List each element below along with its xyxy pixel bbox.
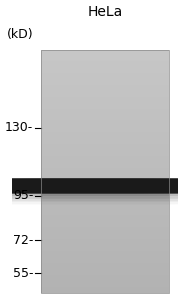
FancyBboxPatch shape xyxy=(0,192,179,199)
FancyBboxPatch shape xyxy=(0,195,179,202)
Text: 72-: 72- xyxy=(13,234,33,247)
FancyBboxPatch shape xyxy=(0,189,179,196)
Text: (kD): (kD) xyxy=(7,28,33,41)
Text: 55-: 55- xyxy=(13,267,33,280)
Bar xyxy=(42,50,169,293)
Text: 95-: 95- xyxy=(13,189,33,202)
FancyBboxPatch shape xyxy=(0,178,179,194)
Text: HeLa: HeLa xyxy=(88,5,123,19)
Text: 130-: 130- xyxy=(5,121,33,134)
